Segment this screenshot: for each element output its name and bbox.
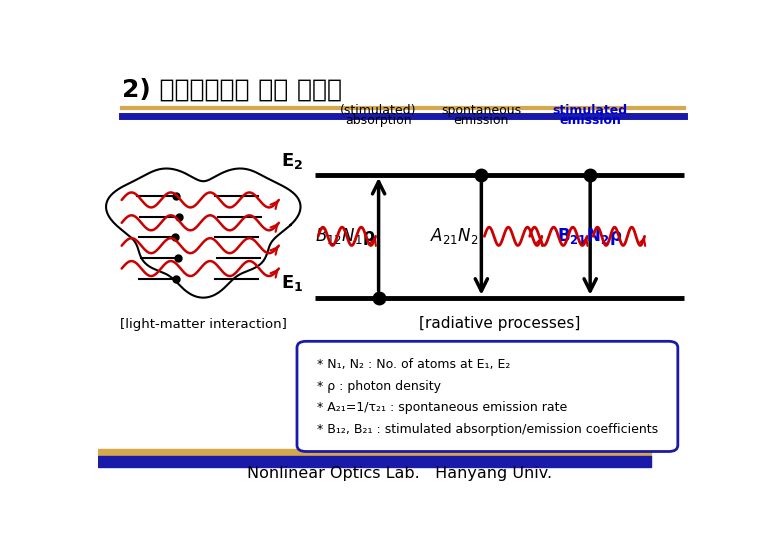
Text: Nonlinear Optics Lab.   Hanyang Univ.: Nonlinear Optics Lab. Hanyang Univ. — [247, 465, 552, 481]
Text: 2) 아인슈타인의 복사 양자론: 2) 아인슈타인의 복사 양자론 — [122, 77, 342, 102]
FancyBboxPatch shape — [297, 341, 678, 451]
Text: $B_{12}N_1\mathbf{\rho}$: $B_{12}N_1\mathbf{\rho}$ — [315, 226, 376, 247]
Text: stimulated: stimulated — [552, 104, 628, 117]
Text: [light-matter interaction]: [light-matter interaction] — [120, 319, 287, 332]
Text: * B₁₂, B₂₁ : stimulated absorption/emission coefficients: * B₁₂, B₂₁ : stimulated absorption/emiss… — [317, 423, 658, 436]
Text: emission: emission — [559, 114, 621, 127]
Text: * A₂₁=1/τ₂₁ : spontaneous emission rate: * A₂₁=1/τ₂₁ : spontaneous emission rate — [317, 401, 567, 414]
Bar — [98, 456, 651, 467]
Text: $\mathbf{E_1}$: $\mathbf{E_1}$ — [281, 273, 303, 294]
Text: absorption: absorption — [346, 114, 412, 127]
Text: [radiative processes]: [radiative processes] — [419, 316, 580, 332]
Text: $\mathbf{B_{21}N_2\rho}$: $\mathbf{B_{21}N_2\rho}$ — [558, 226, 623, 247]
Text: $\mathbf{E_2}$: $\mathbf{E_2}$ — [281, 151, 303, 171]
Text: spontaneous: spontaneous — [441, 104, 521, 117]
Bar — [98, 449, 651, 458]
Text: * ρ : photon density: * ρ : photon density — [317, 380, 441, 393]
Text: emission: emission — [454, 114, 509, 127]
Text: * N₁, N₂ : No. of atoms at E₁, E₂: * N₁, N₂ : No. of atoms at E₁, E₂ — [317, 358, 510, 371]
Text: $A_{21}N_2$: $A_{21}N_2$ — [430, 226, 478, 246]
Text: (stimulated): (stimulated) — [340, 104, 417, 117]
